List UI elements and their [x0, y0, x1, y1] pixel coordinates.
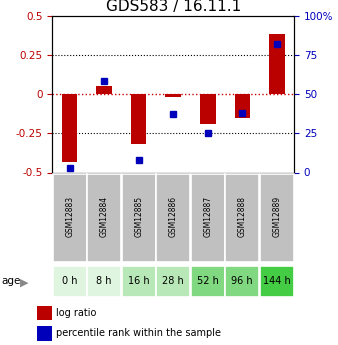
- Bar: [131, 94, 146, 144]
- Text: GSM12885: GSM12885: [134, 196, 143, 237]
- Bar: [235, 94, 250, 118]
- Text: GSM12886: GSM12886: [169, 196, 178, 237]
- Bar: [225, 174, 259, 262]
- Text: 96 h: 96 h: [232, 276, 253, 286]
- Text: 144 h: 144 h: [263, 276, 291, 286]
- Bar: [269, 34, 285, 94]
- Text: 28 h: 28 h: [162, 276, 184, 286]
- Bar: [53, 266, 87, 297]
- Bar: [260, 266, 294, 297]
- Text: GSM12883: GSM12883: [65, 196, 74, 237]
- Text: log ratio: log ratio: [56, 308, 97, 318]
- Text: GSM12884: GSM12884: [100, 196, 109, 237]
- Bar: [191, 174, 225, 262]
- Bar: [166, 94, 181, 97]
- Bar: [156, 174, 190, 262]
- Bar: [200, 94, 216, 124]
- Bar: [62, 94, 77, 161]
- Text: percentile rank within the sample: percentile rank within the sample: [56, 328, 221, 338]
- Text: age: age: [2, 276, 21, 286]
- Bar: [37, 326, 51, 341]
- Bar: [225, 266, 259, 297]
- Text: GSM12887: GSM12887: [203, 196, 212, 237]
- Bar: [37, 306, 51, 320]
- Text: GSM12889: GSM12889: [272, 196, 281, 237]
- Bar: [87, 174, 121, 262]
- Bar: [122, 266, 155, 297]
- Text: 8 h: 8 h: [96, 276, 112, 286]
- Text: 16 h: 16 h: [128, 276, 149, 286]
- Text: 0 h: 0 h: [62, 276, 77, 286]
- Bar: [156, 266, 190, 297]
- Bar: [53, 174, 87, 262]
- Title: GDS583 / 16.11.1: GDS583 / 16.11.1: [105, 0, 241, 14]
- Text: ▶: ▶: [20, 277, 29, 287]
- Bar: [87, 266, 121, 297]
- Text: GSM12888: GSM12888: [238, 196, 247, 237]
- Bar: [122, 174, 155, 262]
- Bar: [260, 174, 294, 262]
- Bar: [191, 266, 225, 297]
- Text: 52 h: 52 h: [197, 276, 219, 286]
- Bar: [96, 86, 112, 94]
